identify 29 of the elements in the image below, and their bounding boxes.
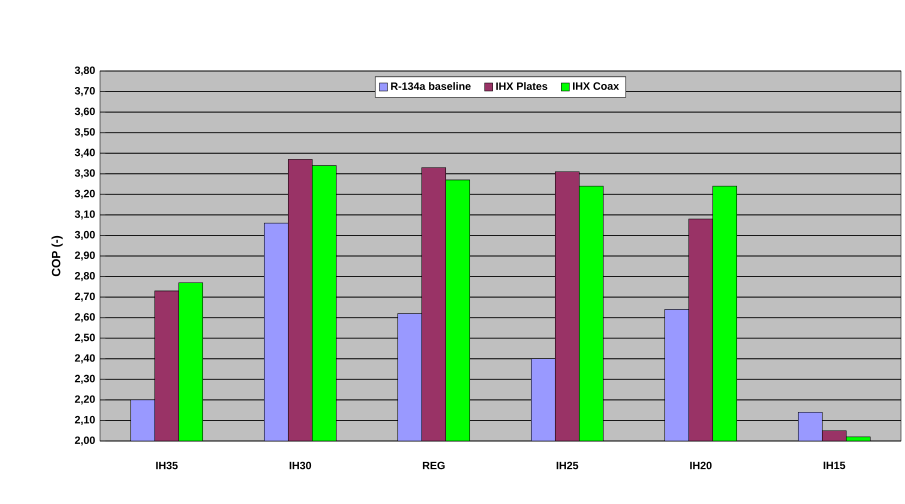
y-tick-label: 3,40 [74, 148, 95, 158]
x-tick-label: IH35 [156, 462, 178, 470]
y-tick-label: 2,60 [74, 313, 95, 322]
x-tick-label: IH20 [690, 462, 712, 470]
y-tick-label: 3,20 [74, 190, 95, 199]
y-tick-label: 3,80 [74, 66, 95, 76]
x-tick-label: IH30 [290, 462, 312, 470]
x-tick-label: IH25 [556, 462, 578, 470]
legend-label: IHX Coax [573, 82, 620, 90]
y-tick-label: 2,50 [74, 334, 95, 343]
y-tick-label: 3,50 [74, 128, 95, 138]
x-tick-label: REG [422, 462, 445, 470]
y-tick-label: 3,00 [74, 230, 95, 240]
y-tick-label: 2,40 [74, 354, 95, 364]
y-tick-label: 3,70 [74, 87, 95, 96]
y-tick-label: 2,00 [74, 436, 95, 446]
legend-label: R-134a baseline [391, 82, 471, 90]
y-tick-label: 2,10 [74, 416, 95, 425]
y-tick-label: 2,90 [74, 251, 95, 261]
legend-label: IHX Plates [496, 82, 548, 90]
y-tick-label: 3,30 [74, 169, 95, 178]
y-tick-label: 2,80 [74, 272, 95, 282]
y-tick-label: 2,20 [74, 395, 95, 404]
y-tick-label: 2,30 [74, 374, 95, 384]
y-axis-title: COP (-) [52, 236, 63, 276]
y-tick-label: 2,70 [74, 292, 95, 302]
y-tick-label: 3,10 [74, 210, 95, 220]
x-tick-label: IH15 [824, 462, 846, 470]
y-tick-label: 3,60 [74, 108, 95, 117]
